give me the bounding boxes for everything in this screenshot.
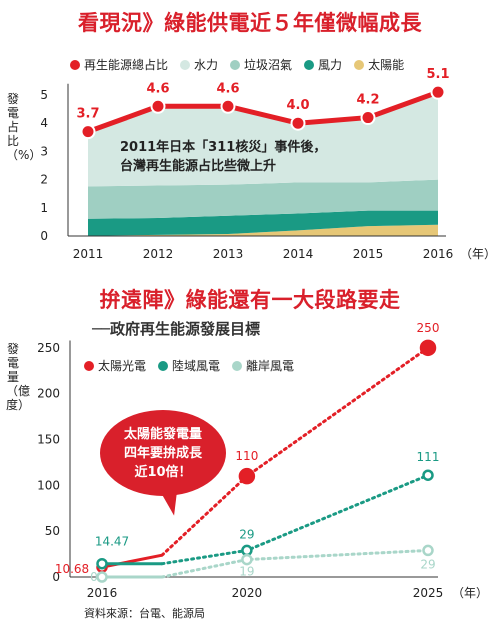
total-share-point bbox=[360, 110, 376, 126]
total-share-value-label: 4.0 bbox=[286, 98, 309, 113]
legend-swatch bbox=[84, 360, 94, 371]
total-share-point bbox=[150, 98, 166, 114]
top-y-tick-label: 2 bbox=[40, 173, 48, 187]
bottom-y-tick-label: 200 bbox=[37, 387, 60, 401]
bottom-chart-title: 拚遠陣》綠能還有一大段路要走 bbox=[99, 287, 401, 312]
target-point-離岸風電 bbox=[241, 553, 253, 566]
target-point-離岸風電 bbox=[96, 571, 108, 583]
top-y-tick-label: 0 bbox=[40, 229, 48, 243]
legend-swatch bbox=[304, 59, 315, 70]
legend-label: 離岸風電 bbox=[246, 359, 295, 373]
top-x-tick-label: 2012 bbox=[143, 247, 174, 261]
bottom-chart-legend: 太陽光電 陸域風電 離岸風電 bbox=[84, 357, 306, 374]
legend-swatch bbox=[70, 59, 80, 70]
callout-line: 太陽能發電量 bbox=[123, 426, 202, 442]
target-line-solid-太陽光電 bbox=[101, 553, 163, 569]
data-source-note: 資料來源：台電、能源局 bbox=[84, 607, 205, 620]
legend-label: 太陽光電 bbox=[98, 359, 147, 373]
legend-item-solar-pv: 太陽光電 bbox=[84, 357, 146, 374]
top-chart-title: 看現況》綠能供電近５年僅微幅成長 bbox=[78, 10, 422, 35]
legend-label: 再生能源總占比 bbox=[84, 58, 169, 72]
target-point-太陽光電 bbox=[238, 467, 256, 485]
area-太陽能 bbox=[88, 224, 438, 236]
target-value-label: 19 bbox=[239, 565, 254, 579]
legend-swatch bbox=[158, 360, 169, 371]
target-point-陸域風電 bbox=[96, 557, 108, 570]
legend-item-offshore-wind: 離岸風電 bbox=[232, 357, 294, 374]
area-垃圾沼氣 bbox=[88, 179, 438, 219]
legend-swatch bbox=[354, 59, 365, 70]
total-share-value-label: 5.1 bbox=[426, 67, 449, 82]
bottom-x-tick-label: 2020 bbox=[232, 586, 263, 600]
bottom-x-unit-label: （年） bbox=[452, 586, 488, 600]
callout-line: 四年要拚成長 bbox=[123, 445, 202, 461]
target-value-label: 29 bbox=[420, 557, 435, 571]
total-share-point bbox=[80, 124, 96, 140]
target-point-陸域風電 bbox=[241, 544, 253, 557]
bottom-y-tick-label: 100 bbox=[37, 478, 60, 492]
total-share-value-label: 4.6 bbox=[216, 81, 239, 96]
legend-swatch bbox=[232, 360, 243, 371]
top-y-tick-label: 1 bbox=[40, 201, 48, 215]
legend-swatch bbox=[230, 59, 241, 70]
annotation-line: 台灣再生能源占比些微上升 bbox=[120, 159, 277, 174]
target-value-label: 0 bbox=[90, 570, 98, 584]
legend-label: 陸域風電 bbox=[172, 359, 221, 373]
target-value-label: 10.68 bbox=[55, 562, 89, 576]
total-share-point bbox=[290, 115, 306, 131]
top-y-tick-label: 4 bbox=[40, 116, 48, 130]
callout-line: 近10倍！ bbox=[134, 464, 192, 480]
area-風力 bbox=[88, 210, 438, 236]
top-chart-annotation: 2011年日本「311核災」事件後， 台灣再生能源占比些微上升 bbox=[120, 138, 326, 176]
target-value-label: 14.47 bbox=[95, 535, 129, 549]
bottom-y-tick-label: 0 bbox=[52, 570, 60, 584]
legend-swatch bbox=[180, 59, 191, 70]
top-y-tick-label: 5 bbox=[40, 88, 48, 102]
top-x-tick-label: 2015 bbox=[353, 247, 384, 261]
legend-item-hydro: 水力 bbox=[180, 56, 218, 73]
target-value-label: 110 bbox=[235, 449, 258, 463]
top-x-tick-label: 2016 bbox=[423, 247, 454, 261]
top-x-tick-label: 2013 bbox=[213, 247, 244, 261]
legend-label: 太陽能 bbox=[368, 58, 405, 72]
legend-label: 風力 bbox=[318, 58, 343, 72]
bottom-y-tick-label: 50 bbox=[45, 524, 60, 538]
bottom-y-tick-label: 150 bbox=[37, 432, 60, 446]
target-line-dotted-離岸風電 bbox=[160, 548, 430, 579]
total-share-point bbox=[220, 98, 236, 114]
legend-label: 水力 bbox=[194, 58, 219, 72]
total-share-value-label: 4.6 bbox=[146, 81, 169, 96]
legend-label: 垃圾沼氣 bbox=[244, 58, 293, 72]
target-point-離岸風電 bbox=[422, 544, 434, 557]
target-value-label: 250 bbox=[417, 321, 440, 335]
top-chart-legend: 再生能源總占比 水力 垃圾沼氣 風力 太陽能 bbox=[70, 56, 416, 73]
total-share-value-label: 4.2 bbox=[356, 93, 379, 108]
callout-bubble: 太陽能發電量 四年要拚成長 近10倍！ bbox=[100, 410, 226, 496]
area-水力 bbox=[88, 92, 438, 187]
legend-item-solar: 太陽能 bbox=[354, 56, 404, 73]
total-share-point bbox=[430, 84, 446, 100]
legend-item-onshore-wind: 陸域風電 bbox=[158, 357, 220, 374]
target-value-label: 29 bbox=[239, 527, 254, 541]
top-y-tick-label: 3 bbox=[40, 144, 48, 158]
bottom-x-tick-label: 2016 bbox=[87, 586, 118, 600]
top-x-tick-label: 2011 bbox=[73, 247, 104, 261]
target-point-陸域風電 bbox=[422, 469, 434, 481]
target-point-太陽光電 bbox=[419, 339, 437, 357]
total-share-line bbox=[87, 89, 439, 135]
legend-item-waste-biogas: 垃圾沼氣 bbox=[230, 56, 292, 73]
legend-item-renewable-total: 再生能源總占比 bbox=[70, 56, 168, 73]
target-value-label: 111 bbox=[417, 450, 440, 464]
top-x-unit-label: （年） bbox=[460, 247, 496, 261]
bottom-chart-subtitle: ──政府再生能源發展目標 bbox=[92, 320, 261, 338]
bottom-x-tick-label: 2025 bbox=[413, 586, 444, 600]
total-share-value-label: 3.7 bbox=[76, 107, 99, 122]
top-x-tick-label: 2014 bbox=[283, 247, 314, 261]
bottom-y-tick-label: 250 bbox=[37, 341, 60, 355]
annotation-line: 2011年日本「311核災」事件後， bbox=[120, 140, 327, 155]
legend-item-wind: 風力 bbox=[304, 56, 342, 73]
